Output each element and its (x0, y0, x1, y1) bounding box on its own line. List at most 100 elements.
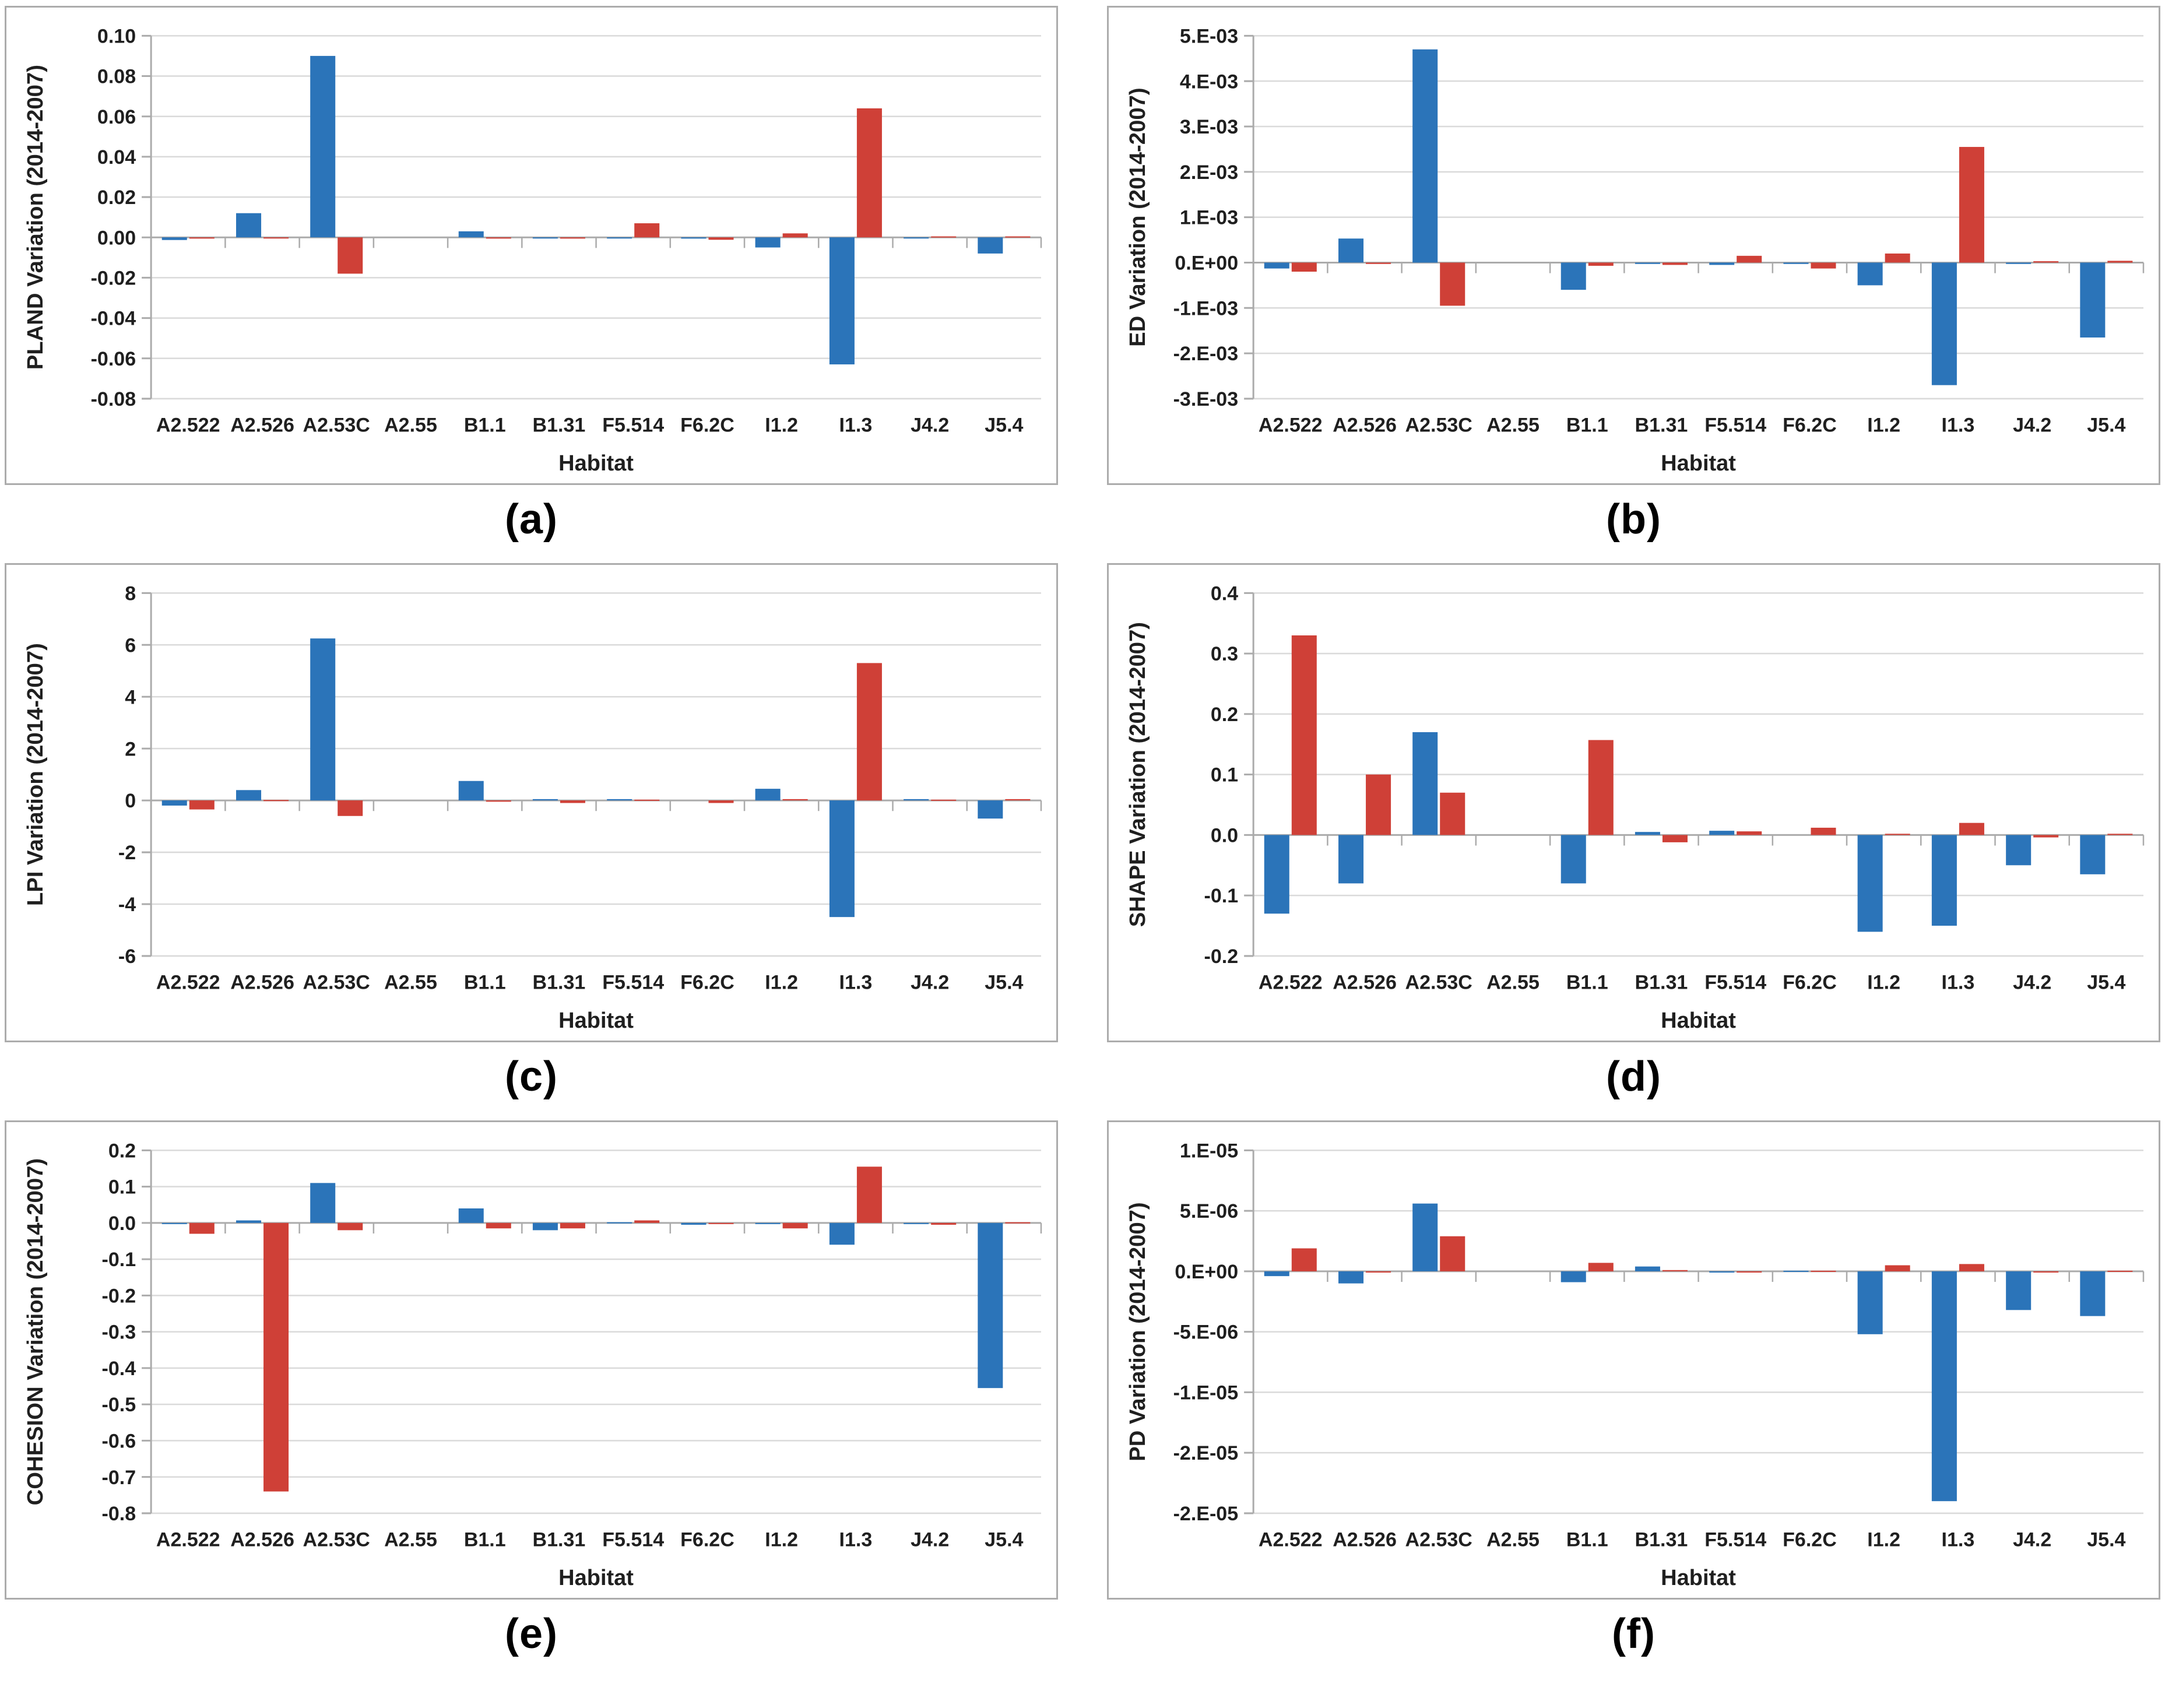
x-tick-label: B1.31 (533, 971, 586, 993)
bar-red (1737, 1271, 1762, 1273)
bar-blue (161, 1222, 187, 1224)
bar-blue (310, 1183, 336, 1223)
bar-red (708, 1222, 734, 1224)
bar-red (1959, 1264, 1984, 1271)
panel-letter: (b) (1606, 496, 1661, 543)
bar-red (189, 1222, 215, 1234)
bar-red (782, 799, 808, 801)
bar-blue (755, 237, 781, 248)
x-tick-label: F6.2C (1783, 971, 1837, 993)
panel-a-chart-card: 0.10 0.08 0.06 0.04 0.02 0.00 -0.02 -0.04 -0.06 -… (5, 6, 1058, 485)
bar-blue (1264, 1271, 1289, 1277)
y-tick-label: -6 (118, 946, 136, 968)
x-tick-label: A2.55 (384, 414, 437, 436)
x-tick-label: I1.2 (765, 971, 798, 993)
y-tick-label: -0.2 (1204, 946, 1239, 968)
bar-blue (904, 237, 929, 239)
shape-variation-bar-chart: 0.4 0.3 0.2 0.1 0.0 -0.1 -0.2 A2.522 A2.526 A2.53… (1109, 565, 2159, 1041)
x-tick-label: F6.2C (680, 1528, 734, 1551)
x-tick-label: A2.522 (156, 1528, 220, 1551)
bar-red (2033, 261, 2059, 263)
bar-blue (681, 237, 707, 239)
x-tick-label: A2.526 (230, 971, 294, 993)
y-tick-label: 0.0 (108, 1213, 136, 1235)
panel-a-caption: (a) (5, 485, 1058, 554)
x-tick-label: I1.3 (1942, 414, 1975, 436)
x-tick-label: I1.3 (839, 1528, 873, 1551)
bar-blue (1857, 835, 1883, 932)
bar-blue (2080, 1271, 2106, 1316)
bar-red (1588, 262, 1614, 266)
bar-blue (978, 1222, 1003, 1389)
bar-red (1005, 799, 1031, 801)
bar-blue (1561, 835, 1586, 884)
y-axis-title: ED Variation (2014-2007) (1125, 87, 1150, 347)
bar-red (782, 1222, 808, 1229)
y-tick-label: 0.04 (97, 146, 136, 168)
bar-blue (1412, 732, 1438, 835)
x-tick-label: J5.4 (2087, 1528, 2125, 1551)
bar-blue (607, 237, 632, 239)
bar-blue (2006, 1271, 2032, 1310)
bar-blue (310, 55, 336, 238)
bar-red (2107, 1270, 2133, 1272)
x-tick-label: F5.514 (1704, 414, 1766, 436)
bar-red (856, 1166, 882, 1223)
panel-c: 8 6 4 2 0 -2 -4 -6 A2.522 A2.526 A2.53C A2.55 B1.1 B1… (5, 563, 1058, 1111)
bar-red (1811, 1270, 1836, 1272)
y-tick-label: 3.E-03 (1180, 116, 1238, 138)
bar-blue (1857, 1271, 1883, 1334)
x-tick-label: J4.2 (911, 1528, 949, 1551)
x-tick-label: J5.4 (2087, 971, 2125, 993)
bar-red (338, 1222, 363, 1231)
y-tick-label: -3.E-03 (1173, 388, 1239, 410)
x-tick-label: J5.4 (985, 971, 1023, 993)
y-tick-label: 0.10 (97, 25, 136, 47)
y-tick-label: -0.6 (102, 1430, 136, 1452)
x-tick-label: A2.53C (303, 414, 370, 436)
y-tick-label: 0.1 (108, 1176, 136, 1199)
x-tick-label: A2.55 (384, 1528, 437, 1551)
y-tick-label: 4.E-03 (1180, 71, 1238, 93)
bar-blue (2006, 835, 2032, 866)
bar-blue (161, 237, 187, 240)
bar-blue (1561, 1271, 1586, 1282)
cohesion-variation-bar-chart: 0.2 0.1 0.0 -0.1 -0.2 -0.3 -0.4 -0.5 -0.6 -0.7 -0.… (6, 1122, 1056, 1598)
bar-blue (2080, 262, 2106, 338)
bar-red (263, 800, 289, 802)
y-tick-label: 6 (125, 634, 136, 656)
bar-red (1737, 255, 1762, 263)
y-tick-label: 0.06 (97, 106, 136, 128)
panel-f-chart-card: 1.E-05 5.E-06 0.E+00 -5.E-06 -1.E-05 -2.E-05 -… (1107, 1120, 2160, 1600)
bar-blue (755, 789, 781, 801)
x-tick-label: A2.53C (303, 971, 370, 993)
y-axis-title: COHESION Variation (2014-2007) (23, 1158, 48, 1506)
bar-blue (2006, 262, 2032, 264)
x-tick-label: B1.31 (533, 414, 586, 436)
x-tick-label: A2.53C (1405, 971, 1472, 993)
y-tick-label: 1.E-05 (1180, 1140, 1238, 1162)
y-tick-label: -2 (118, 842, 136, 864)
x-tick-label: F5.514 (1704, 1528, 1766, 1551)
x-axis-title: Habitat (558, 451, 634, 476)
x-tick-label: A2.526 (1333, 1528, 1397, 1551)
x-tick-label: B1.31 (1635, 971, 1688, 993)
x-tick-label: A2.522 (156, 414, 220, 436)
y-tick-label: 0.0 (1211, 824, 1238, 846)
y-tick-label: -1.E-05 (1173, 1382, 1239, 1404)
bar-blue (1338, 835, 1364, 884)
x-tick-label: A2.55 (1486, 414, 1540, 436)
y-tick-label: 0.E+00 (1175, 1261, 1238, 1283)
bar-blue (1857, 262, 1883, 286)
y-tick-label: 2 (125, 738, 136, 760)
panel-a: 0.10 0.08 0.06 0.04 0.02 0.00 -0.02 -0.04 -0.06 -… (5, 6, 1058, 554)
chart-background (1109, 8, 2159, 483)
x-tick-label: B1.1 (464, 1528, 506, 1551)
y-tick-label: 0 (125, 790, 136, 812)
x-tick-label: A2.55 (384, 971, 437, 993)
bar-red (708, 237, 734, 240)
bar-red (931, 1222, 957, 1225)
bar-red (560, 800, 585, 803)
bar-blue (2080, 835, 2106, 874)
x-tick-label: I1.3 (839, 971, 873, 993)
